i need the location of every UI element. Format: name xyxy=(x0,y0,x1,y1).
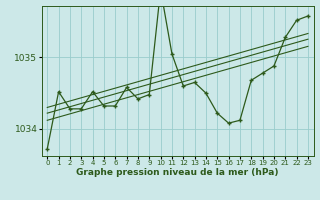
X-axis label: Graphe pression niveau de la mer (hPa): Graphe pression niveau de la mer (hPa) xyxy=(76,168,279,177)
